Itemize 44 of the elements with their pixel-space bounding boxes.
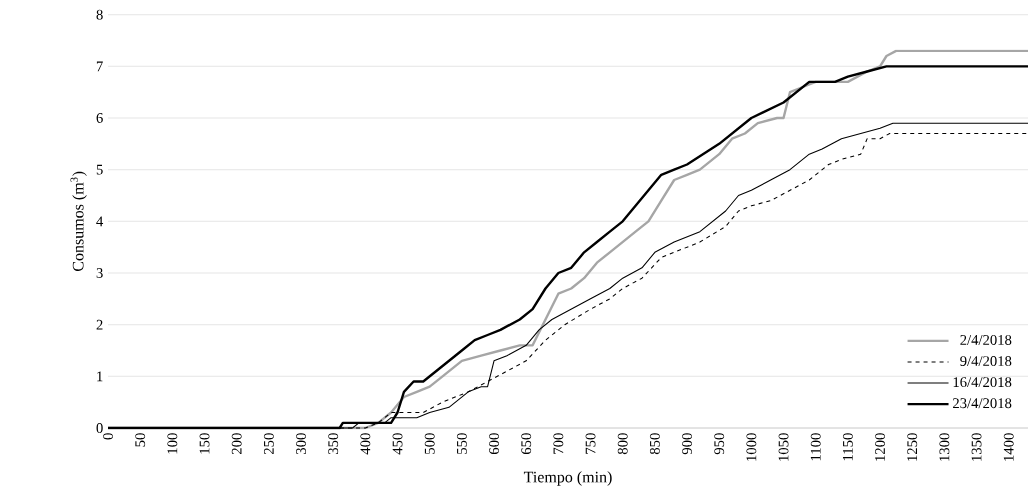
x-tick-label: 750: [585, 433, 596, 454]
x-tick-label: 1250: [907, 433, 918, 461]
x-tick-label: 500: [424, 433, 435, 454]
x-tick-label: 800: [617, 433, 628, 455]
x-tick-label: 250: [263, 433, 274, 455]
x-tick-label: 1350: [971, 433, 982, 461]
legend-label: 9/4/2018: [960, 356, 1012, 366]
x-tick-label: 350: [328, 433, 339, 454]
x-tick-label: 300: [296, 433, 306, 454]
y-tick-label: 6: [96, 113, 103, 123]
x-tick-label: 400: [360, 433, 371, 455]
x-tick-label: 1200: [875, 433, 885, 461]
x-tick-label: 1300: [939, 433, 950, 461]
x-tick-label: 1100: [810, 433, 821, 461]
x-tick-label: 650: [521, 433, 532, 455]
x-tick-label: 1400: [1003, 433, 1014, 461]
x-tick-label: 0: [103, 433, 113, 440]
x-tick-label: 1050: [778, 433, 789, 461]
x-tick-label: 50: [135, 433, 146, 447]
legend-label: 23/4/2018: [953, 398, 1012, 409]
y-tick-label: 1: [97, 371, 103, 382]
x-tick-label: 550: [456, 433, 467, 454]
x-axis-title: Tiempo (min): [523, 471, 612, 486]
x-tick-label: 1000: [746, 433, 757, 461]
y-tick-label: 8: [96, 9, 103, 20]
x-tick-label: 900: [682, 433, 692, 455]
y-tick-label: 0: [96, 423, 103, 433]
x-tick-label: 600: [489, 433, 499, 455]
x-tick-label: 700: [553, 433, 564, 454]
x-tick-label: 200: [231, 433, 242, 455]
x-tick-label: 100: [167, 433, 178, 454]
y-tick-label: 4: [96, 216, 104, 227]
x-tick-label: 1150: [842, 433, 853, 461]
x-tick-label: 450: [392, 433, 403, 455]
legend-label: 2/4/2018: [960, 335, 1012, 345]
y-axis-title: Consumos (m$^{3}$): [70, 171, 87, 272]
x-tick-label: 850: [649, 433, 660, 455]
y-tick-label: 3: [96, 268, 103, 278]
y-tick-label: 7: [96, 61, 103, 72]
y-tick-label: 2: [96, 319, 103, 330]
x-tick-label: 950: [714, 433, 725, 455]
y-tick-label: 5: [96, 164, 103, 175]
legend-label: 16/4/2018: [953, 377, 1012, 388]
x-tick-label: 150: [199, 433, 210, 454]
